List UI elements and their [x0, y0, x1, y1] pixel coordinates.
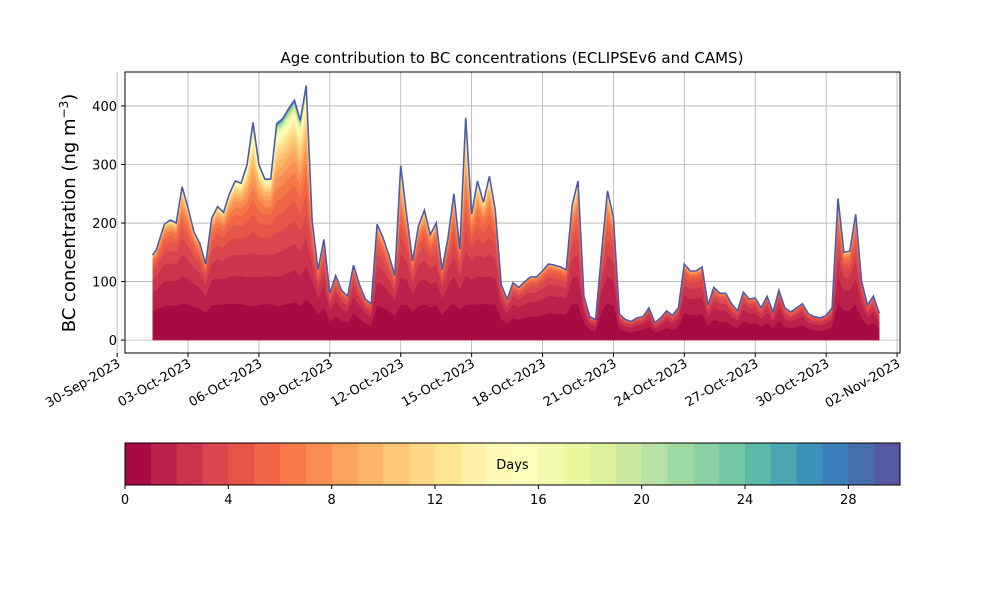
colorbar-bin [176, 443, 203, 485]
colorbar-tick-label: 20 [633, 493, 650, 508]
colorbar-tick-label: 8 [328, 493, 336, 508]
x-tick-label: 27-Oct-2023 [683, 356, 761, 410]
colorbar-bin [796, 443, 823, 485]
y-tick-label: 400 [92, 100, 117, 115]
colorbar-bin [693, 443, 720, 485]
colorbar-bin [202, 443, 229, 485]
colorbar-bin [486, 443, 513, 485]
colorbar-bin [383, 443, 410, 485]
x-tick-label: 06-Oct-2023 [187, 356, 265, 410]
y-tick-label: 200 [92, 217, 117, 232]
colorbar-bin [280, 443, 307, 485]
y-axis-label-close: ) [59, 94, 80, 101]
x-tick-label: 02-Nov-2023 [823, 356, 903, 411]
colorbar-bin [331, 443, 358, 485]
colorbar-bin [460, 443, 488, 485]
colorbar-bin [150, 443, 178, 485]
colorbar-bin [719, 443, 746, 485]
y-tick-label: 100 [92, 276, 117, 291]
colorbar-bin [538, 443, 565, 485]
y-tick-label: 300 [92, 158, 117, 173]
y-axis: 0 100 200 300 400 [92, 100, 125, 349]
x-axis: 30-Sep-202303-Oct-202306-Oct-202309-Oct-… [43, 353, 903, 411]
colorbar-bin [822, 443, 849, 485]
x-tick-label: 24-Oct-2023 [612, 356, 690, 410]
colorbar-bin [512, 443, 539, 485]
x-tick-label: 12-Oct-2023 [328, 356, 406, 410]
age-band-area [152, 300, 880, 341]
colorbar-bin [125, 443, 152, 485]
colorbar-tick-label: 24 [737, 493, 754, 508]
colorbar-label: Days [496, 458, 529, 473]
y-axis-label: BC concentration (ng m−3) [57, 94, 80, 333]
y-axis-label-main: BC concentration (ng m [59, 118, 80, 332]
colorbar-bin [435, 443, 462, 485]
colorbar: 0 4 8 12 16 20 24 28 Days [121, 442, 901, 508]
total-concentration-line [151, 85, 881, 324]
colorbar-bin [305, 443, 333, 485]
x-tick-label: 03-Oct-2023 [116, 356, 194, 410]
x-tick-label: 30-Sep-2023 [43, 356, 123, 411]
y-tick-label: 0 [109, 334, 117, 349]
x-tick-label: 18-Oct-2023 [470, 356, 548, 410]
chart-title: Age contribution to BC concentrations (E… [281, 49, 744, 67]
colorbar-bin [228, 443, 255, 485]
colorbar-tick-label: 12 [427, 493, 444, 508]
colorbar-bin [848, 443, 875, 485]
colorbar-bin [874, 443, 901, 485]
colorbar-tick-label: 4 [224, 493, 232, 508]
colorbar-bin [357, 443, 384, 485]
colorbar-bin [615, 443, 643, 485]
colorbar-bin [564, 443, 591, 485]
colorbar-bin [590, 443, 617, 485]
x-tick-label: 30-Oct-2023 [754, 356, 832, 410]
plot-area [116, 71, 901, 354]
colorbar-tick-label: 28 [840, 493, 857, 508]
colorbar-bin [667, 443, 694, 485]
colorbar-bin [254, 443, 281, 485]
x-tick-label: 21-Oct-2023 [541, 356, 619, 410]
x-tick-label: 15-Oct-2023 [399, 356, 477, 410]
colorbar-tick-label: 0 [121, 493, 129, 508]
colorbar-frame [124, 442, 901, 486]
y-axis-label-sup: −3 [57, 101, 71, 119]
colorbar-bin [409, 443, 436, 485]
colorbar-bin [641, 443, 668, 485]
colorbar-tick-label: 16 [530, 493, 547, 508]
x-tick-label: 09-Oct-2023 [257, 356, 335, 410]
colorbar-bin [770, 443, 798, 485]
colorbar-bin [745, 443, 772, 485]
plot-frame [124, 71, 901, 354]
